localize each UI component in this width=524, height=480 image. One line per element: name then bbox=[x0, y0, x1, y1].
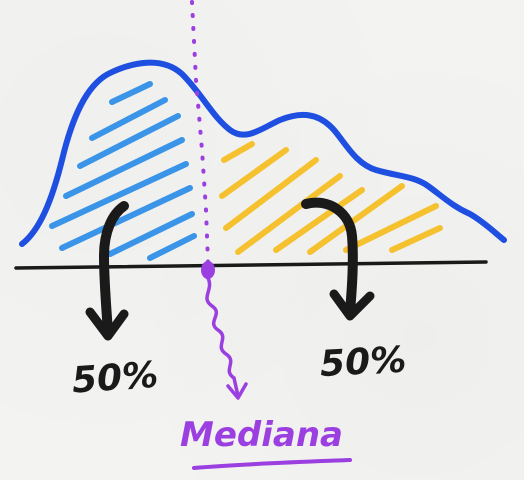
left-down-arrow bbox=[98, 201, 129, 337]
right-hatch-line bbox=[223, 157, 319, 231]
left-hatch-line bbox=[109, 81, 153, 105]
median-label: Mediana bbox=[180, 415, 343, 455]
right-down-arrow-head bbox=[329, 289, 375, 321]
left-hatch-line bbox=[49, 161, 189, 229]
median-arrow-head bbox=[226, 382, 248, 400]
left-hatch-line bbox=[77, 113, 181, 169]
left-area-hatching bbox=[49, 81, 197, 261]
right-hatch-line bbox=[219, 147, 289, 199]
right-percent-label: 50% bbox=[319, 340, 407, 385]
median-label-underline bbox=[192, 458, 352, 470]
left-percent-label: 50% bbox=[71, 355, 160, 402]
right-hatch-line bbox=[389, 225, 443, 253]
right-hatch-line bbox=[307, 183, 405, 255]
right-area-hatching bbox=[219, 141, 443, 255]
median-dotted-line bbox=[190, 0, 210, 264]
right-hatch-line bbox=[221, 141, 255, 163]
right-hatch-line bbox=[235, 173, 343, 255]
x-axis-line bbox=[14, 260, 488, 270]
left-down-arrow-head bbox=[85, 307, 129, 341]
right-down-arrow bbox=[301, 197, 358, 317]
right-hatch-line bbox=[273, 187, 365, 253]
left-hatch-line bbox=[63, 137, 185, 199]
distribution-curve bbox=[19, 59, 507, 247]
left-hatch-line bbox=[59, 185, 193, 251]
left-hatch-line bbox=[147, 233, 197, 261]
median-squiggle-arrow bbox=[205, 276, 240, 398]
right-hatch-line bbox=[343, 203, 439, 253]
left-hatch-line bbox=[89, 97, 168, 141]
left-hatch-line bbox=[107, 211, 195, 257]
median-point bbox=[201, 261, 215, 279]
